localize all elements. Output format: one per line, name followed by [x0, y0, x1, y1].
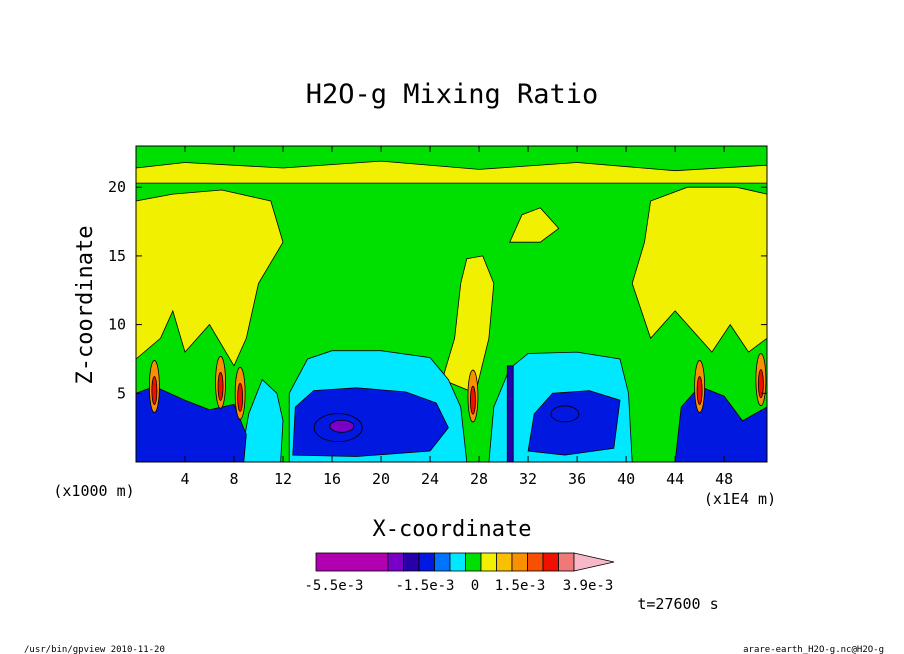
region-center-spire: [441, 255, 495, 394]
footer-left: /usr/bin/gpview 2010-11-20: [24, 645, 165, 654]
region-right-plume: [631, 186, 768, 353]
colorbar-label: -1.5e-3: [395, 578, 454, 594]
chart-title: H2O-g Mixing Ratio: [306, 79, 599, 110]
y-tick-label: 10: [108, 316, 126, 334]
colorbar-arrow: [573, 552, 615, 572]
x-tick-label: 32: [519, 470, 537, 488]
region-left-plume: [135, 189, 284, 367]
time-label: t=27600 s: [637, 595, 718, 613]
column-red-0: [151, 376, 158, 405]
x-tick-label: 28: [470, 470, 488, 488]
y-tick-label: 5: [117, 384, 126, 402]
colorbar-cell: [434, 552, 451, 572]
colorbar-cell: [315, 552, 389, 572]
colorbar: -5.5e-3 -1.5e-3 0 1.5e-3 3.9e-3: [304, 552, 615, 594]
y-axis-label: Z-coordinate: [73, 226, 98, 385]
y-tick-label: 20: [108, 178, 126, 196]
footer-right: arare-earth_H2O-g.nc@H2O-g: [743, 645, 884, 654]
column-red-1: [217, 372, 224, 401]
colorbar-cell: [387, 552, 404, 572]
x-tick-label: 4: [180, 470, 189, 488]
colorbar-label: -5.5e-3: [304, 578, 363, 594]
colorbar-label: 0: [471, 578, 479, 594]
colorbar-cell: [527, 552, 544, 572]
x-tick-label: 12: [274, 470, 292, 488]
colorbar-cell: [418, 552, 435, 572]
x-unit-right: (x1E4 m): [704, 490, 776, 508]
x-tick-label: 16: [323, 470, 341, 488]
column-red-3: [470, 385, 476, 415]
core-purple: [329, 419, 355, 433]
region-upper-blob: [509, 207, 560, 243]
colorbar-label: 1.5e-3: [495, 578, 546, 594]
colorbar-label: 3.9e-3: [563, 578, 614, 594]
x-tick-label: 36: [568, 470, 586, 488]
x-tick-label: 48: [715, 470, 733, 488]
region-blue-surface-left: [135, 385, 247, 463]
plot-frame: [135, 145, 768, 463]
region-blue-right: [527, 390, 621, 456]
x-tick-label: 24: [421, 470, 439, 488]
column-red-2: [237, 383, 244, 412]
x-tick-label: 40: [617, 470, 635, 488]
colorbar-cell: [465, 552, 482, 572]
x-axis-label: X-coordinate: [373, 517, 532, 542]
column-red-4: [696, 376, 703, 405]
colorbar-cell: [511, 552, 528, 572]
column-dark: [506, 365, 514, 463]
y-tick-label: 15: [108, 247, 126, 265]
colorbar-cell: [496, 552, 513, 572]
plot-area: [135, 145, 768, 463]
colorbar-cell: [480, 552, 497, 572]
x-tick-label: 20: [372, 470, 390, 488]
colorbar-cell: [542, 552, 559, 572]
core-dark-blue-right: [550, 405, 580, 423]
colorbar-cell: [558, 552, 575, 572]
colorbar-cell: [449, 552, 466, 572]
colorbar-cell: [403, 552, 420, 572]
x-tick-label: 8: [230, 470, 239, 488]
column-red-5: [757, 369, 764, 399]
x-tick-label: 44: [666, 470, 684, 488]
x-unit-left: (x1000 m): [53, 482, 134, 500]
